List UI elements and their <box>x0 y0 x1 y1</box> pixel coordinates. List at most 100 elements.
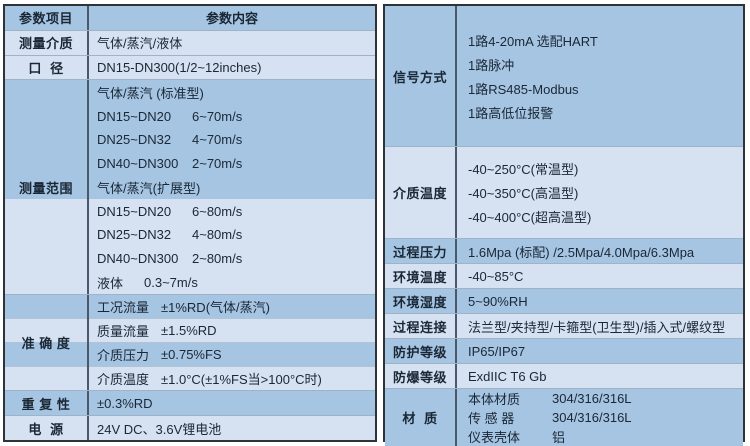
label-ambient-temperature: 环境温度 <box>392 269 447 285</box>
accuracy-item: 介质温度 <box>97 372 150 388</box>
material-item: 本体材质 <box>468 392 521 407</box>
medium-temp-normal: -40~250°C(常温型) <box>468 162 579 177</box>
label-material: 材 质 <box>402 411 438 426</box>
section-protection-rating: 防护等级 IP65/IP67 <box>385 338 743 363</box>
section-ambient-humidity: 环境湿度 5~90%RH <box>385 288 743 313</box>
value-process-connection: 法兰型/夹持型/卡箍型(卫生型)/插入式/螺纹型 <box>468 319 726 335</box>
section-explosion-proof-rating: 防爆等级 ExdIIC T6 Gb <box>385 363 743 388</box>
label-measuring-medium: 测量介质 <box>18 36 73 52</box>
material-line: 传 感 器 304/316/316L <box>385 408 743 427</box>
range-speed: 6~80m/s <box>192 203 243 219</box>
material-line: 本体材质 304/316/316L <box>385 389 743 408</box>
value-power-row: 24V DC、3.6V锂电池 <box>5 416 375 441</box>
medium-temp-line: -40~250°C(常温型) <box>385 156 743 181</box>
range-size: DN40~DN300 <box>97 156 179 172</box>
range-line-liquid: 液体 0.3~7m/s <box>5 270 375 295</box>
label-medium-temperature: 介质温度 <box>392 186 447 201</box>
range-line: DN40~DN300 2~80m/s <box>5 246 375 271</box>
left-header-row: 参数项目 参数内容 <box>5 6 375 30</box>
range-size: DN25~DN32 <box>97 227 172 243</box>
value-explosion-proof-rating: ExdIIC T6 Gb <box>468 368 547 384</box>
accuracy-line: 介质温度 ±1.0°C(±1%FS当>100°C时) <box>5 366 375 391</box>
section-ambient-temperature: 环境温度 -40~85°C <box>385 263 743 288</box>
range-line: DN15~DN20 6~70m/s <box>5 104 375 128</box>
section-repeatability: 重 复 性 ±0.3%RD <box>5 390 375 416</box>
signal-output-1: 1路4-20mA 选配HART <box>468 33 598 49</box>
material-item: 仪表壳体 <box>468 430 521 445</box>
value-power: 24V DC、3.6V锂电池 <box>97 421 222 437</box>
medium-temp-high: -40~350°C(高温型) <box>468 186 579 201</box>
value-process-connection-row: 法兰型/夹持型/卡箍型(卫生型)/插入式/螺纹型 <box>385 314 743 338</box>
section-accuracy: 准 确 度 工况流量 ±1%RD(气体/蒸汽) 质量流量 ±1.5%RD 介质压… <box>5 294 375 391</box>
range-speed: 2~80m/s <box>192 251 243 267</box>
value-ambient-humidity-row: 5~90%RH <box>385 289 743 313</box>
signal-line: 1路4-20mA 选配HART <box>385 28 743 52</box>
material-value: 304/316/316L <box>552 391 632 406</box>
section-process-pressure: 过程压力 1.6Mpa (标配) /2.5Mpa/4.0Mpa/6.3Mpa <box>385 238 743 263</box>
value-repeatability: ±0.3%RD <box>97 395 153 411</box>
range-line: DN25~DN32 4~70m/s <box>5 127 375 152</box>
medium-temp-ultra-high: -40~400°C(超高温型) <box>468 210 592 225</box>
medium-temp-line: -40~350°C(高温型) <box>385 180 743 205</box>
label-process-connection: 过程连接 <box>392 319 447 335</box>
material-item: 传 感 器 <box>468 411 515 426</box>
signal-line: 1路高低位报警 <box>385 100 743 124</box>
accuracy-line: 质量流量 ±1.5%RD <box>5 318 375 343</box>
section-material: 材 质 本体材质 304/316/316L 传 感 器 304/316/316L… <box>385 388 743 446</box>
range-line: DN15~DN20 6~80m/s <box>5 199 375 224</box>
accuracy-value: ±1.5%RD <box>161 323 217 339</box>
section-power: 电 源 24V DC、3.6V锂电池 <box>5 415 375 441</box>
range-speed: 2~70m/s <box>192 156 243 172</box>
signal-output-3: 1路RS485-Modbus <box>468 81 579 97</box>
right-parameter-table: 信号方式 1路4-20mA 选配HART 1路脉冲 1路RS485-Modbus… <box>383 4 745 446</box>
section-process-connection: 过程连接 法兰型/夹持型/卡箍型(卫生型)/插入式/螺纹型 <box>385 313 743 338</box>
range-size: DN40~DN300 <box>97 251 179 267</box>
accuracy-line: 介质压力 ±0.75%FS <box>5 342 375 367</box>
accuracy-value: ±1%RD(气体/蒸汽) <box>161 300 270 316</box>
range-speed: 6~70m/s <box>192 108 243 124</box>
range-speed: 4~80m/s <box>192 227 243 243</box>
label-power: 电 源 <box>28 421 64 437</box>
accuracy-line: 工况流量 ±1%RD(气体/蒸汽) <box>5 295 375 319</box>
value-protection-rating: IP65/IP67 <box>468 343 526 359</box>
label-process-pressure: 过程压力 <box>392 244 447 260</box>
signal-line: 1路脉冲 <box>385 52 743 76</box>
value-process-pressure: 1.6Mpa (标配) /2.5Mpa/4.0Mpa/6.3Mpa <box>468 244 695 260</box>
range-speed: 0.3~7m/s <box>144 274 198 290</box>
header-parameter-item: 参数项目 <box>18 11 73 27</box>
value-protection-rating-row: IP65/IP67 <box>385 339 743 363</box>
value-diameter: DN15-DN300(1/2~12inches) <box>97 59 262 75</box>
value-measuring-medium-row: 气体/蒸汽/液体 <box>5 30 375 55</box>
accuracy-item: 介质压力 <box>97 348 150 364</box>
value-diameter-row: DN15-DN300(1/2~12inches) <box>5 55 375 80</box>
range-line: DN25~DN32 4~80m/s <box>5 223 375 247</box>
section-measuring-medium: 测量介质 气体/蒸汽/液体 <box>5 29 375 55</box>
value-process-pressure-row: 1.6Mpa (标配) /2.5Mpa/4.0Mpa/6.3Mpa <box>385 239 743 263</box>
label-signal-mode: 信号方式 <box>392 69 447 85</box>
label-explosion-proof-rating: 防爆等级 <box>392 369 447 385</box>
range-extended-title: 气体/蒸汽(扩展型) <box>97 180 201 196</box>
value-explosion-proof-rating-row: ExdIIC T6 Gb <box>385 364 743 388</box>
medium-temp-line: -40~400°C(超高温型) <box>385 204 743 229</box>
label-accuracy: 准 确 度 <box>21 336 71 352</box>
accuracy-item: 质量流量 <box>97 324 150 340</box>
range-line-extended-title: 气体/蒸汽(扩展型) <box>5 175 375 200</box>
signal-output-2: 1路脉冲 <box>468 57 515 73</box>
label-repeatability: 重 复 性 <box>21 396 71 412</box>
section-diameter: 口 径 DN15-DN300(1/2~12inches) <box>5 54 375 80</box>
section-signal-mode: 信号方式 1路4-20mA 选配HART 1路脉冲 1路RS485-Modbus… <box>385 6 743 146</box>
left-parameter-table: 参数项目 参数内容 测量介质 气体/蒸汽/液体 口 径 DN15-DN300(1… <box>3 4 377 442</box>
label-protection-rating: 防护等级 <box>392 344 447 360</box>
label-diameter: 口 径 <box>28 60 64 76</box>
value-ambient-humidity: 5~90%RH <box>468 293 528 309</box>
material-value: 铝 <box>552 430 566 445</box>
range-line-standard-title: 气体/蒸汽 (标准型) <box>5 80 375 105</box>
section-medium-temperature: 介质温度 -40~250°C(常温型) -40~350°C(高温型) -40~4… <box>385 146 743 238</box>
section-measuring-range: 测量范围 气体/蒸汽 (标准型) DN15~DN20 6~70m/s DN25~… <box>5 79 375 295</box>
range-standard-title: 气体/蒸汽 (标准型) <box>97 85 204 101</box>
accuracy-value: ±0.75%FS <box>161 347 222 363</box>
accuracy-item: 工况流量 <box>97 300 150 316</box>
accuracy-value: ±1.0°C(±1%FS当>100°C时) <box>161 372 322 388</box>
range-size: DN15~DN20 <box>97 203 172 219</box>
